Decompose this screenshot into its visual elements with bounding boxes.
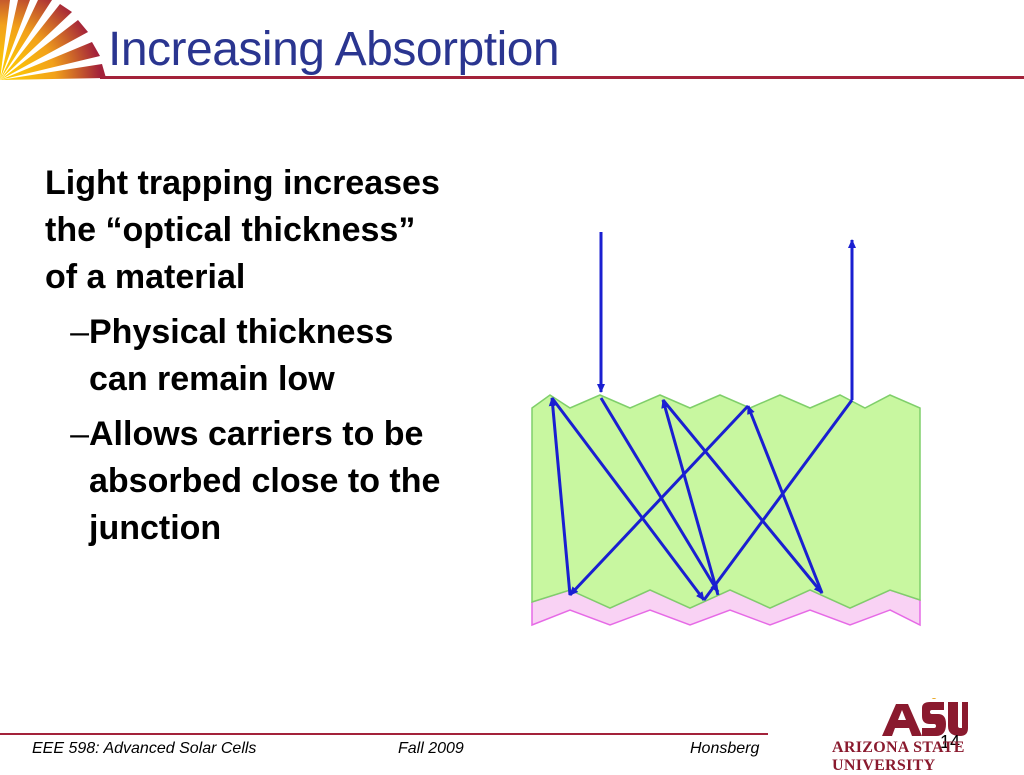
slide-title: Increasing Absorption [108, 23, 560, 76]
absorber-material [531, 394, 921, 609]
university-name: ARIZONA STATE UNIVERSITY [832, 739, 965, 774]
dash-bullet: – [70, 415, 89, 453]
ray-segment [661, 399, 720, 596]
light-rays [548, 232, 856, 601]
bullet-list: Light trapping increases the “optical th… [45, 160, 455, 552]
sunburst-logo [0, 0, 106, 80]
sub-point-1: – Physical thickness can remain low [45, 309, 455, 403]
footer-term: Fall 2009 [398, 740, 464, 757]
main-point: Light trapping increases the “optical th… [45, 164, 440, 296]
footer-divider [0, 733, 768, 735]
footer-author: Honsberg [690, 740, 760, 757]
sub-point-text: Allows carriers to be absorbed close to … [89, 415, 441, 547]
ray-segment [599, 397, 720, 593]
title-divider [100, 76, 1024, 79]
asu-logo [882, 698, 968, 736]
footer-course: EEE 598: Advanced Solar Cells [32, 740, 257, 757]
dash-bullet: – [70, 313, 89, 351]
page-number: 14 [940, 732, 961, 752]
sub-point-2: – Allows carriers to be absorbed close t… [45, 411, 455, 552]
ray-segment [661, 399, 824, 594]
ray-segment [568, 404, 750, 597]
ray-segment [548, 397, 572, 596]
ray-segment [550, 397, 706, 601]
ray-segment [702, 399, 854, 601]
sub-point-text: Physical thickness can remain low [89, 313, 394, 398]
ray-segment [746, 405, 824, 594]
